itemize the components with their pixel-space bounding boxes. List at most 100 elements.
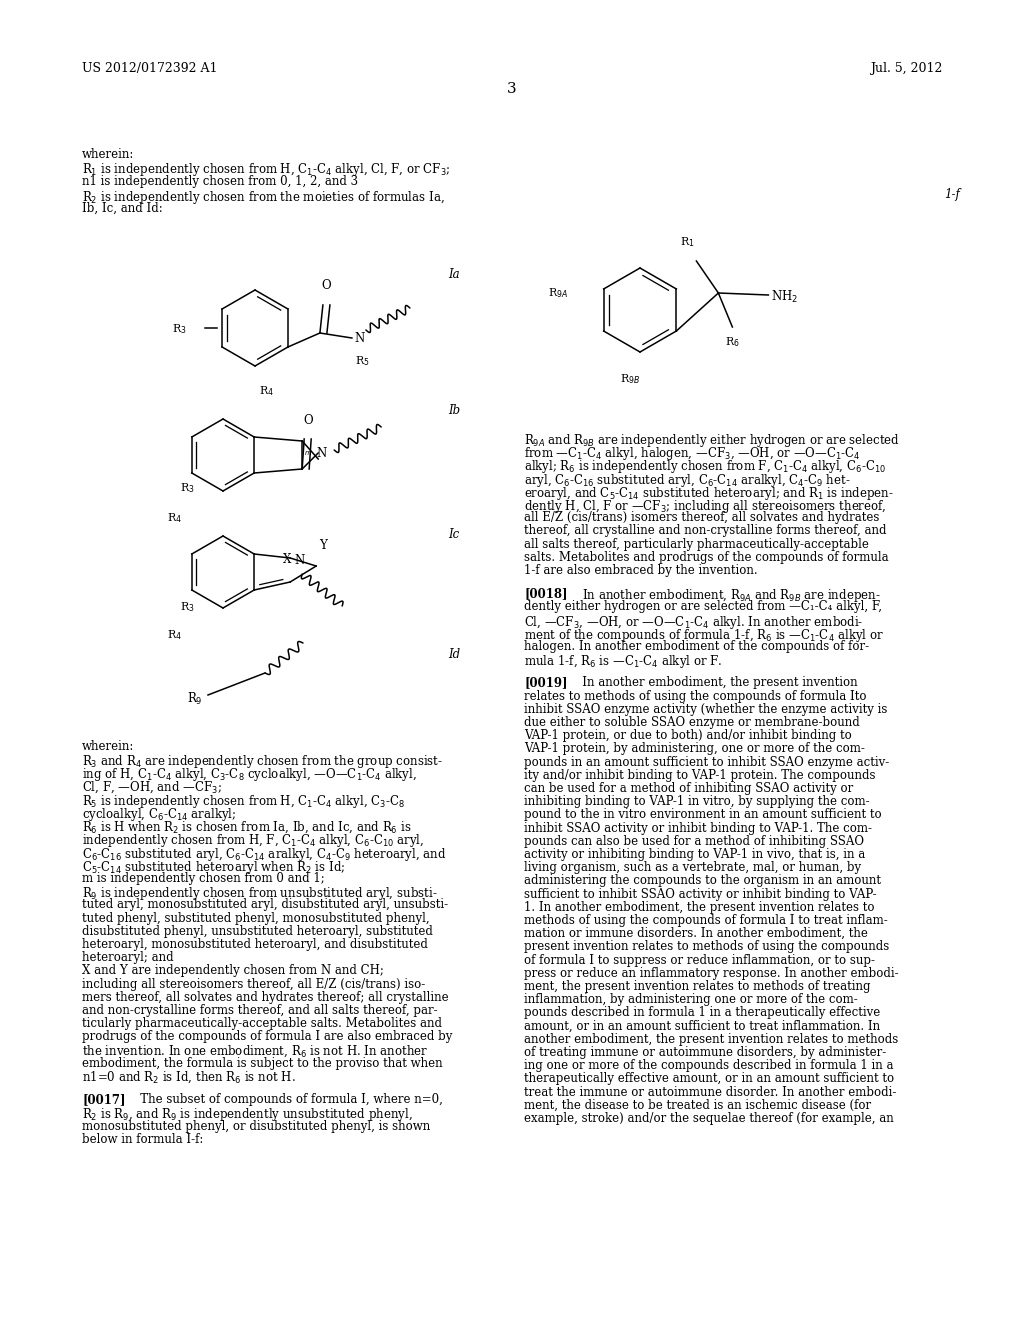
Text: pounds can also be used for a method of inhibiting SSAO: pounds can also be used for a method of … <box>524 834 864 847</box>
Text: methods of using the compounds of formula I to treat inflam-: methods of using the compounds of formul… <box>524 913 888 927</box>
Text: tuted aryl, monosubstituted aryl, disubstituted aryl, unsubsti-: tuted aryl, monosubstituted aryl, disubs… <box>82 899 449 911</box>
Text: X and Y are independently chosen from N and CH;: X and Y are independently chosen from N … <box>82 965 384 977</box>
Text: inhibit SSAO enzyme activity (whether the enzyme activity is: inhibit SSAO enzyme activity (whether th… <box>524 702 888 715</box>
Text: ing of H, C$_1$-C$_4$ alkyl, C$_3$-C$_8$ cycloalkyl, —O—C$_1$-C$_4$ alkyl,: ing of H, C$_1$-C$_4$ alkyl, C$_3$-C$_8$… <box>82 767 417 783</box>
Text: aryl, C$_6$-C$_{16}$ substituted aryl, C$_6$-C$_{14}$ aralkyl, C$_4$-C$_9$ het-: aryl, C$_6$-C$_{16}$ substituted aryl, C… <box>524 471 851 488</box>
Text: R$_3$: R$_3$ <box>180 480 195 495</box>
Text: 1-f: 1-f <box>944 187 961 201</box>
Text: Ic: Ic <box>449 528 459 541</box>
Text: O: O <box>303 414 313 426</box>
Text: R$_4$: R$_4$ <box>167 628 182 642</box>
Text: treat the immune or autoimmune disorder. In another embodi-: treat the immune or autoimmune disorder.… <box>524 1085 896 1098</box>
Text: tuted phenyl, substituted phenyl, monosubstituted phenyl,: tuted phenyl, substituted phenyl, monosu… <box>82 912 430 924</box>
Text: alkyl; R$_6$ is independently chosen from F, C$_1$-C$_4$ alkyl, C$_6$-C$_{10}$: alkyl; R$_6$ is independently chosen fro… <box>524 458 886 475</box>
Text: monosubstituted phenyl, or disubstituted phenyl, is shown: monosubstituted phenyl, or disubstituted… <box>82 1119 430 1133</box>
Text: of formula I to suppress or reduce inflammation, or to sup-: of formula I to suppress or reduce infla… <box>524 953 874 966</box>
Text: press or reduce an inflammatory response. In another embodi-: press or reduce an inflammatory response… <box>524 966 899 979</box>
Text: [0019]: [0019] <box>524 676 567 689</box>
Text: 1. In another embodiment, the present invention relates to: 1. In another embodiment, the present in… <box>524 900 874 913</box>
Text: In another embodiment, R$_{9A}$ and R$_{9B}$ are indepen-: In another embodiment, R$_{9A}$ and R$_{… <box>571 587 881 605</box>
Text: N: N <box>354 333 365 345</box>
Text: R$_5$ is independently chosen from H, C$_1$-C$_4$ alkyl, C$_3$-C$_8$: R$_5$ is independently chosen from H, C$… <box>82 793 404 809</box>
Text: n1 is independently chosen from 0, 1, 2, and 3: n1 is independently chosen from 0, 1, 2,… <box>82 176 358 187</box>
Text: pounds described in formula 1 in a therapeutically effective: pounds described in formula 1 in a thera… <box>524 1006 881 1019</box>
Text: R$_2$ is R$_9$, and R$_9$ is independently unsubstituted phenyl,: R$_2$ is R$_9$, and R$_9$ is independent… <box>82 1106 413 1123</box>
Text: R$_3$: R$_3$ <box>180 601 195 614</box>
Text: R$_6$: R$_6$ <box>725 335 739 348</box>
Text: wherein:: wherein: <box>82 741 134 752</box>
Text: eroaryl, and C$_5$-C$_{14}$ substituted heteroaryl; and R$_1$ is indepen-: eroaryl, and C$_5$-C$_{14}$ substituted … <box>524 484 894 502</box>
Text: heteroaryl; and: heteroaryl; and <box>82 952 174 964</box>
Text: from —C$_1$-C$_4$ alkyl, halogen, —CF$_3$, —OH, or —O—C$_1$-C$_4$: from —C$_1$-C$_4$ alkyl, halogen, —CF$_3… <box>524 445 861 462</box>
Text: example, stroke) and/or the sequelae thereof (for example, an: example, stroke) and/or the sequelae the… <box>524 1111 894 1125</box>
Text: inhibiting binding to VAP-1 in vitro, by supplying the com-: inhibiting binding to VAP-1 in vitro, by… <box>524 795 869 808</box>
Text: ment, the present invention relates to methods of treating: ment, the present invention relates to m… <box>524 979 870 993</box>
Text: 1-f are also embraced by the invention.: 1-f are also embraced by the invention. <box>524 564 758 577</box>
Text: ing one or more of the compounds described in formula 1 in a: ing one or more of the compounds describ… <box>524 1059 894 1072</box>
Text: R$_{9A}$: R$_{9A}$ <box>548 286 568 300</box>
Text: In another embodiment, the present invention: In another embodiment, the present inven… <box>571 676 858 689</box>
Text: ment of the compounds of formula 1-f, R$_6$ is —C$_1$-C$_4$ alkyl or: ment of the compounds of formula 1-f, R$… <box>524 627 884 644</box>
Text: R$_4$: R$_4$ <box>259 384 274 397</box>
Text: all E/Z (cis/trans) isomers thereof, all solvates and hydrates: all E/Z (cis/trans) isomers thereof, all… <box>524 511 880 524</box>
Text: N: N <box>316 447 327 459</box>
Text: independently chosen from H, F, C$_1$-C$_4$ alkyl, C$_6$-C$_{10}$ aryl,: independently chosen from H, F, C$_1$-C$… <box>82 833 424 849</box>
Text: pounds in an amount sufficient to inhibit SSAO enzyme activ-: pounds in an amount sufficient to inhibi… <box>524 755 889 768</box>
Text: C$_5$-C$_{14}$ substituted heteroaryl when R$_2$ is Id;: C$_5$-C$_{14}$ substituted heteroaryl wh… <box>82 859 345 875</box>
Text: R$_9$ is independently chosen from unsubstituted aryl, substi-: R$_9$ is independently chosen from unsub… <box>82 886 437 902</box>
Text: sufficient to inhibit SSAO activity or inhibit binding to VAP-: sufficient to inhibit SSAO activity or i… <box>524 887 877 900</box>
Text: The subset of compounds of formula I, where n=0,: The subset of compounds of formula I, wh… <box>129 1093 442 1106</box>
Text: amount, or in an amount sufficient to treat inflammation. In: amount, or in an amount sufficient to tr… <box>524 1019 880 1032</box>
Text: VAP-1 protein, or due to both) and/or inhibit binding to: VAP-1 protein, or due to both) and/or in… <box>524 729 852 742</box>
Text: inhibit SSAO activity or inhibit binding to VAP-1. The com-: inhibit SSAO activity or inhibit binding… <box>524 821 872 834</box>
Text: R$_9$: R$_9$ <box>187 690 203 708</box>
Text: prodrugs of the compounds of formula I are also embraced by: prodrugs of the compounds of formula I a… <box>82 1031 453 1043</box>
Text: N: N <box>294 554 304 568</box>
Text: US 2012/0172392 A1: US 2012/0172392 A1 <box>82 62 217 75</box>
Text: and non-crystalline forms thereof, and all salts thereof, par-: and non-crystalline forms thereof, and a… <box>82 1005 437 1016</box>
Text: therapeutically effective amount, or in an amount sufficient to: therapeutically effective amount, or in … <box>524 1072 894 1085</box>
Text: of treating immune or autoimmune disorders, by administer-: of treating immune or autoimmune disorde… <box>524 1045 886 1059</box>
Text: n1=0 and R$_2$ is Id, then R$_6$ is not H.: n1=0 and R$_2$ is Id, then R$_6$ is not … <box>82 1071 296 1085</box>
Text: Ia: Ia <box>449 268 460 281</box>
Text: due either to soluble SSAO enzyme or membrane-bound: due either to soluble SSAO enzyme or mem… <box>524 715 860 729</box>
Text: R$_3$ and R$_4$ are independently chosen from the group consist-: R$_3$ and R$_4$ are independently chosen… <box>82 754 443 770</box>
Text: mula 1-f, R$_6$ is —C$_1$-C$_4$ alkyl or F.: mula 1-f, R$_6$ is —C$_1$-C$_4$ alkyl or… <box>524 653 722 671</box>
Text: [0018]: [0018] <box>524 587 567 601</box>
Text: mers thereof, all solvates and hydrates thereof; all crystalline: mers thereof, all solvates and hydrates … <box>82 991 449 1003</box>
Text: present invention relates to methods of using the compounds: present invention relates to methods of … <box>524 940 889 953</box>
Text: 3: 3 <box>507 82 517 96</box>
Text: mation or immune disorders. In another embodiment, the: mation or immune disorders. In another e… <box>524 927 868 940</box>
Text: wherein:: wherein: <box>82 148 134 161</box>
Text: administering the compounds to the organism in an amount: administering the compounds to the organ… <box>524 874 881 887</box>
Text: R$_{9A}$ and R$_{9B}$ are independently either hydrogen or are selected: R$_{9A}$ and R$_{9B}$ are independently … <box>524 432 900 449</box>
Text: dently either hydrogen or are selected from —C₁-C₄ alkyl, F,: dently either hydrogen or are selected f… <box>524 601 882 614</box>
Text: R$_{9B}$: R$_{9B}$ <box>620 372 640 385</box>
Text: Jul. 5, 2012: Jul. 5, 2012 <box>869 62 942 75</box>
Text: pound to the in vitro environment in an amount sufficient to: pound to the in vitro environment in an … <box>524 808 882 821</box>
Text: the invention. In one embodiment, R$_6$ is not H. In another: the invention. In one embodiment, R$_6$ … <box>82 1044 428 1059</box>
Text: Cl, F, —OH, and —CF$_3$;: Cl, F, —OH, and —CF$_3$; <box>82 780 222 795</box>
Text: Y: Y <box>319 539 327 552</box>
Text: VAP-1 protein, by administering, one or more of the com-: VAP-1 protein, by administering, one or … <box>524 742 865 755</box>
Text: all salts thereof, particularly pharmaceutically-acceptable: all salts thereof, particularly pharmace… <box>524 537 869 550</box>
Text: can be used for a method of inhibiting SSAO activity or: can be used for a method of inhibiting S… <box>524 781 853 795</box>
Text: embodiment, the formula is subject to the proviso that when: embodiment, the formula is subject to th… <box>82 1057 442 1069</box>
Text: m is independently chosen from 0 and 1;: m is independently chosen from 0 and 1; <box>82 873 325 884</box>
Text: R$_4$: R$_4$ <box>167 511 182 525</box>
Text: inflammation, by administering one or more of the com-: inflammation, by administering one or mo… <box>524 993 858 1006</box>
Text: cycloalkyl, C$_6$-C$_{14}$ aralkyl;: cycloalkyl, C$_6$-C$_{14}$ aralkyl; <box>82 807 237 822</box>
Text: activity or inhibiting binding to VAP-1 in vivo, that is, in a: activity or inhibiting binding to VAP-1 … <box>524 847 865 861</box>
Text: below in formula I-f:: below in formula I-f: <box>82 1133 204 1146</box>
Text: R$_5$: R$_5$ <box>355 354 370 368</box>
Text: disubstituted phenyl, unsubstituted heteroaryl, substituted: disubstituted phenyl, unsubstituted hete… <box>82 925 433 937</box>
Text: heteroaryl, monosubstituted heteroaryl, and disubstituted: heteroaryl, monosubstituted heteroaryl, … <box>82 939 428 950</box>
Text: ity and/or inhibit binding to VAP-1 protein. The compounds: ity and/or inhibit binding to VAP-1 prot… <box>524 768 876 781</box>
Text: thereof, all crystalline and non-crystalline forms thereof, and: thereof, all crystalline and non-crystal… <box>524 524 887 537</box>
Text: ticularly pharmaceutically-acceptable salts. Metabolites and: ticularly pharmaceutically-acceptable sa… <box>82 1018 442 1030</box>
Text: R$_3$: R$_3$ <box>172 322 187 335</box>
Text: dently H, Cl, F or —CF$_3$; including all stereoisomers thereof,: dently H, Cl, F or —CF$_3$; including al… <box>524 498 887 515</box>
Text: [0017]: [0017] <box>82 1093 126 1106</box>
Text: NH$_2$: NH$_2$ <box>771 289 799 305</box>
Text: Id: Id <box>449 648 460 661</box>
